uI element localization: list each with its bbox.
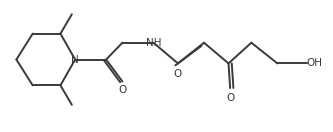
Text: O: O — [226, 93, 234, 103]
Text: O: O — [174, 69, 182, 79]
Text: OH: OH — [307, 58, 323, 68]
Text: O: O — [118, 85, 127, 95]
Text: N: N — [71, 55, 79, 65]
Text: NH: NH — [146, 38, 161, 48]
